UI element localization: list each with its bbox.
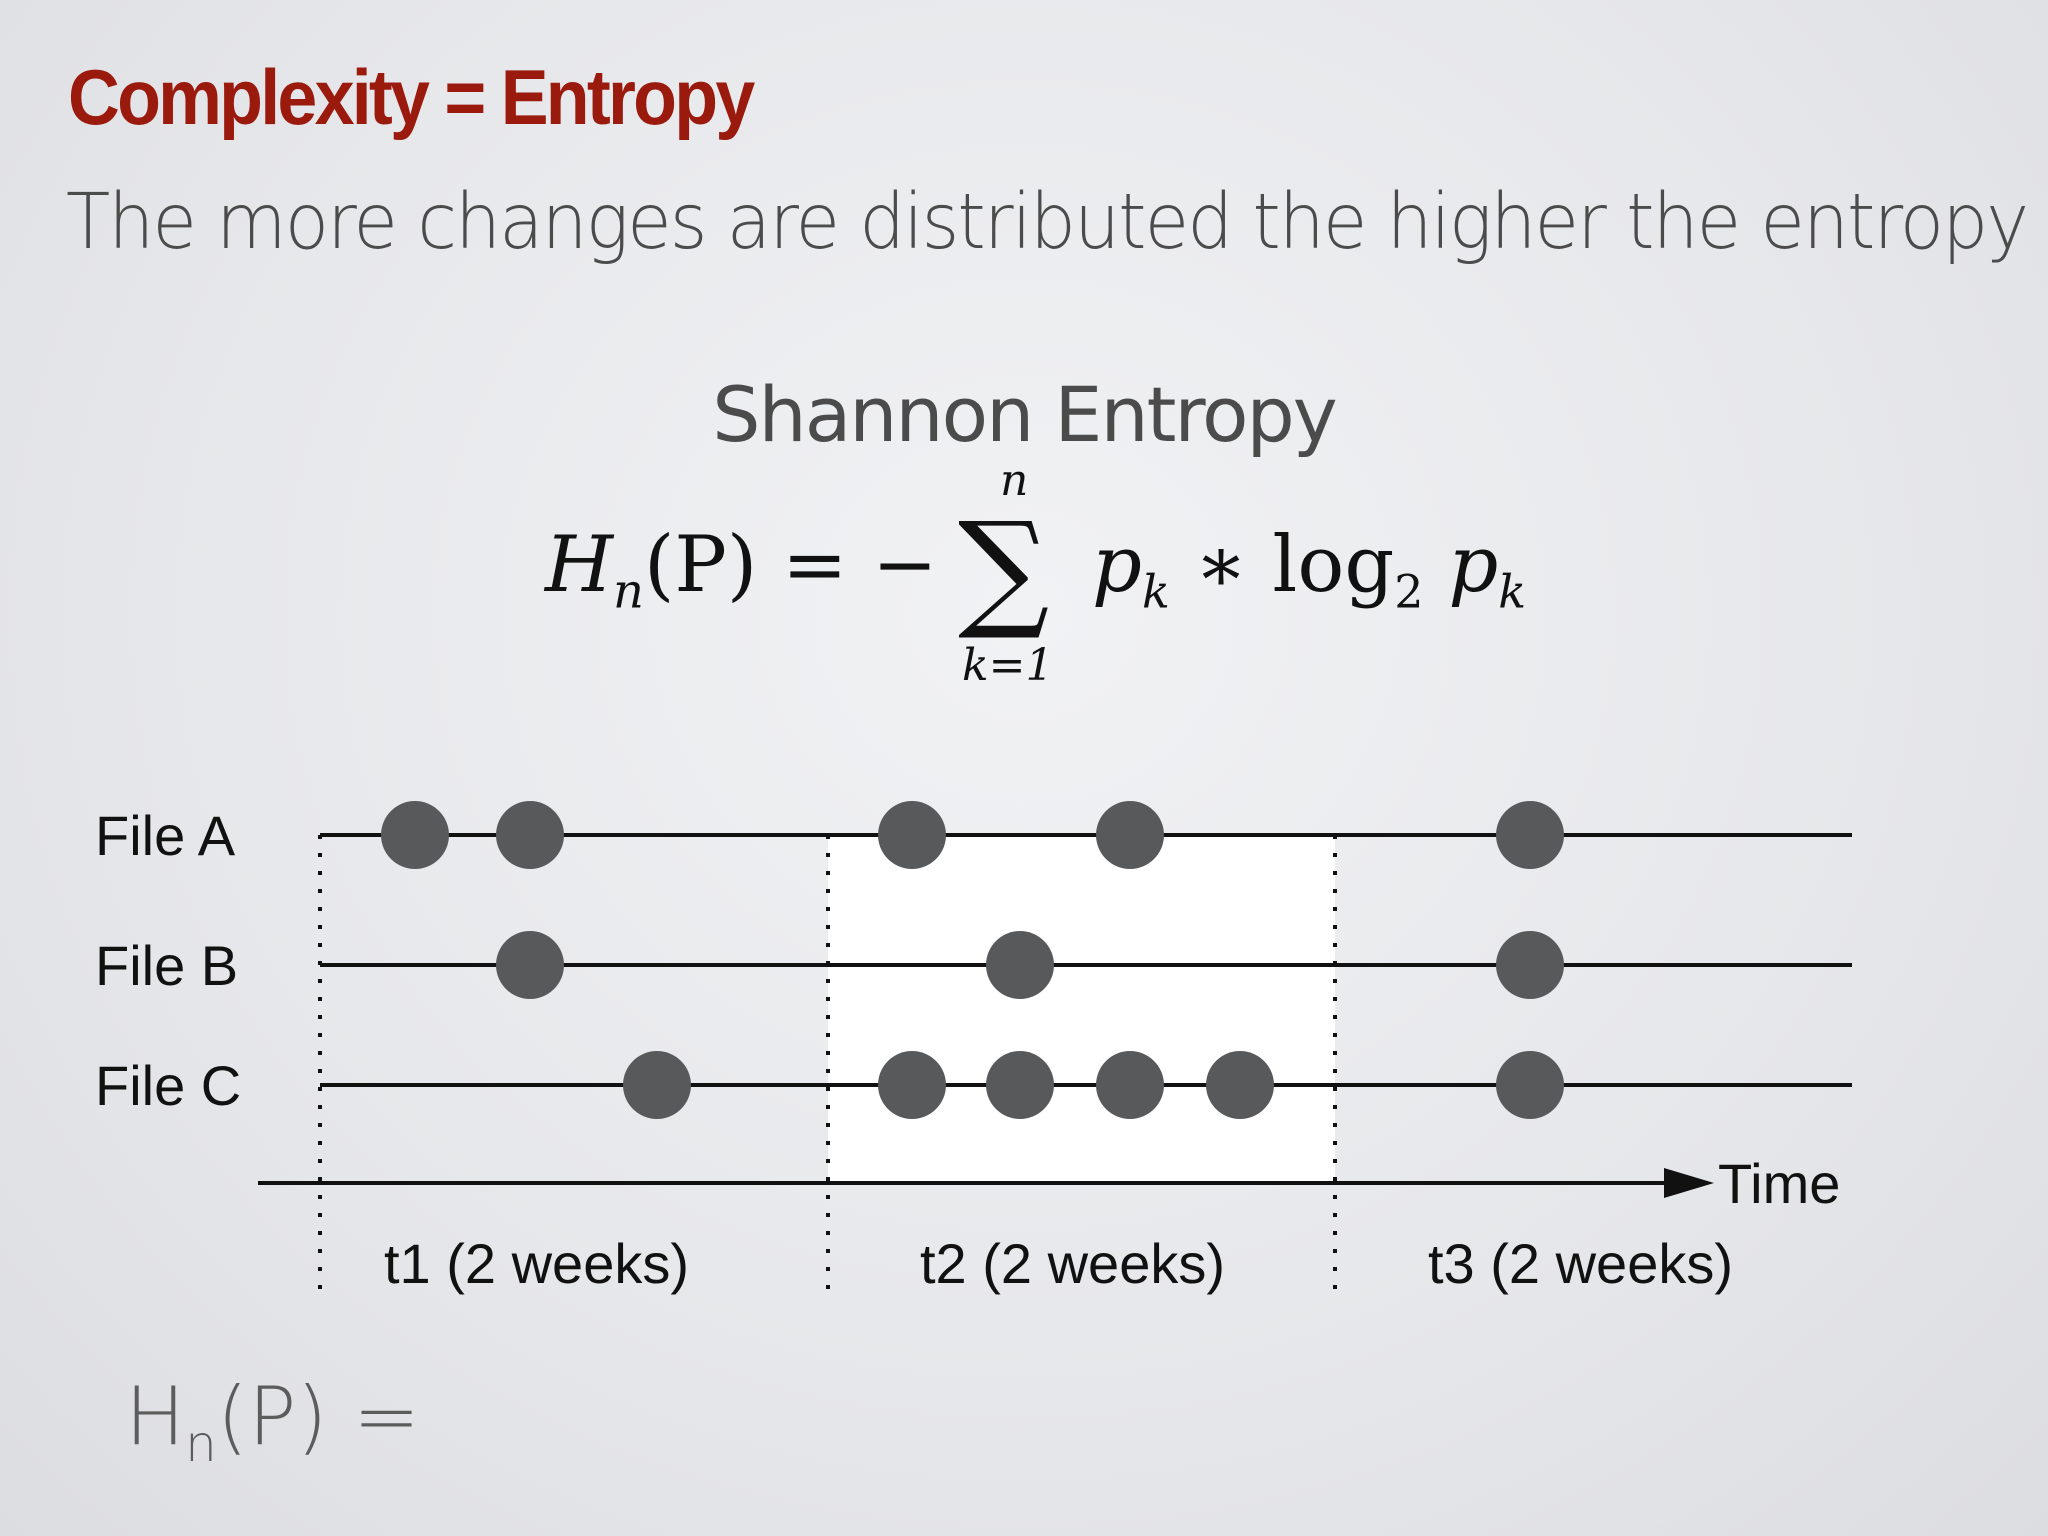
formula-h-sub: n (613, 563, 644, 620)
bottom-formula: Hn(P) = (125, 1370, 420, 1473)
term-p: p (1092, 520, 1142, 610)
formula-arg: (P) = − (643, 520, 938, 610)
file-label-1: File A (95, 804, 236, 867)
formula-heading: Shannon Entropy (0, 370, 2048, 459)
change-dot-file-1-2 (496, 801, 564, 869)
term-log: ∗ log (1169, 520, 1395, 610)
file-label-3: File C (95, 1054, 241, 1117)
bottom-h: H (125, 1370, 186, 1463)
formula-rhs: pk ∗ log2 pk (1092, 520, 1526, 619)
change-dot-file-1-5 (1496, 801, 1564, 869)
change-dot-file-3-2 (878, 1051, 946, 1119)
change-dot-file-2-3 (1496, 931, 1564, 999)
change-dot-file-2-2 (986, 931, 1054, 999)
change-dot-file-1-3 (878, 801, 946, 869)
log-base: 2 (1394, 564, 1424, 619)
term-p2: p (1423, 520, 1499, 610)
period-label-1: t1 (2 weeks) (384, 1232, 689, 1295)
slide-subtitle: The more changes are distributed the hig… (66, 178, 2029, 267)
time-axis-label: Time (1718, 1152, 1840, 1215)
time-axis-arrowhead (1664, 1168, 1714, 1198)
change-dot-file-1-1 (381, 801, 449, 869)
file-label-2: File B (95, 934, 238, 997)
term-p2-sub: k (1498, 564, 1527, 619)
highlighted-period-background (828, 835, 1335, 1183)
bottom-h-sub: n (185, 1415, 217, 1473)
change-dot-file-3-4 (1096, 1051, 1164, 1119)
change-dot-file-2-1 (496, 931, 564, 999)
formula-heading-text: Shannon Entropy (712, 370, 1337, 459)
formula-h: H (545, 520, 614, 610)
sum-lower-limit: k=1 (962, 640, 1054, 691)
sum-upper-limit: n (1000, 455, 1029, 506)
sum-symbol: ∑ (958, 495, 1050, 644)
bottom-rest: (P) = (216, 1370, 420, 1463)
term-p-sub: k (1141, 564, 1170, 619)
slide-title: Complexity = Entropy (68, 53, 755, 141)
change-dot-file-1-4 (1096, 801, 1164, 869)
change-dot-file-3-5 (1206, 1051, 1274, 1119)
change-dot-file-3-1 (623, 1051, 691, 1119)
change-dot-file-3-6 (1496, 1051, 1564, 1119)
period-label-3: t3 (2 weeks) (1428, 1232, 1733, 1295)
formula-lhs: Hn(P) = − (545, 520, 938, 620)
period-label-2: t2 (2 weeks) (920, 1232, 1225, 1295)
change-dot-file-3-3 (986, 1051, 1054, 1119)
